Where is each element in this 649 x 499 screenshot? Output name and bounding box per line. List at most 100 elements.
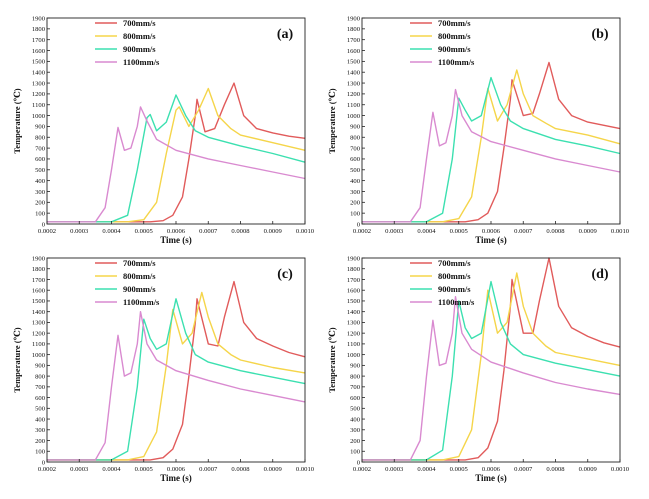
panel-b-y-tick-label: 1500	[347, 59, 361, 66]
panel-b-x-tick-label: 0.0006	[482, 228, 501, 235]
panel-b-panel-label: (b)	[591, 27, 608, 42]
panel-c-y-tick-label: 1500	[32, 298, 46, 305]
panel-a-x-tick-label: 0.0006	[167, 228, 186, 235]
panel-a-y-tick-label: 0	[42, 221, 46, 228]
panel-c-x-tick-label: 0.0007	[199, 466, 218, 473]
panel-c-y-tick-label: 1300	[32, 320, 46, 327]
panel-a-x-tick-label: 0.0009	[264, 228, 283, 235]
panel-d-y-tick-label: 800	[350, 373, 361, 380]
panel-b-y-tick-label: 1100	[347, 102, 361, 109]
panel-c-series-line	[47, 298, 306, 461]
panel-b-legend-label: 800mm/s	[438, 31, 471, 41]
panel-d-legend-label: 900mm/s	[438, 284, 471, 294]
panel-b-legend-label: 1100mm/s	[438, 57, 475, 67]
panel-c-y-tick-label: 500	[35, 406, 46, 413]
panel-a-series-line	[47, 94, 306, 223]
panel-d-x-tick-label: 0.0006	[482, 466, 501, 473]
panel-c-legend-label: 700mm/s	[123, 258, 156, 268]
panel-c-y-tick-label: 1700	[32, 277, 46, 284]
panel-c-chart: 0 100 200 300 400 500 600 700 800 900 1000 1100 1200…	[12, 255, 315, 483]
panel-b-y-tick-label: 1300	[347, 80, 361, 87]
panel-d-x-tick-label: 0.0002	[353, 466, 371, 473]
panel-b-y-tick-label: 1400	[347, 70, 361, 77]
panel-c-legend-label: 800mm/s	[123, 271, 156, 281]
panel-b-y-tick-label: 900	[350, 124, 361, 131]
panel-d-y-tick-label: 1300	[347, 320, 361, 327]
panel-b-legend-label: 700mm/s	[438, 18, 471, 28]
panel-a-y-tick-label: 200	[35, 200, 46, 207]
panel-c-y-tick-label: 1600	[32, 288, 46, 295]
panel-b-x-tick-label: 0.0004	[417, 228, 436, 235]
panel-a-x-tick-label: 0.0004	[102, 228, 121, 235]
panel-a-y-tick-label: 500	[35, 167, 46, 174]
panel-d-series-line	[362, 272, 621, 461]
panel-a-panel-label: (a)	[277, 27, 294, 42]
panel-a-y-tick-label: 1500	[32, 59, 46, 66]
panel-b-x-tick-label: 0.0002	[353, 228, 371, 235]
panel-a-y-tick-label: 700	[35, 145, 46, 152]
panel-d-y-tick-label: 1200	[347, 330, 361, 337]
panel-c-x-axis-title: Time (s)	[160, 473, 192, 483]
panel-c-series-line	[47, 280, 306, 461]
panel-c-x-tick-label: 0.0002	[38, 466, 56, 473]
panel-d-y-tick-label: 1100	[347, 341, 361, 348]
panel-c-x-tick-label: 0.0005	[135, 466, 154, 473]
panel-c-y-tick-label: 1400	[32, 309, 46, 316]
panel-b-x-tick-label: 0.0008	[546, 228, 565, 235]
panel-c-y-tick-label: 900	[35, 363, 46, 370]
panel-a-plot-frame	[46, 17, 306, 225]
panel-c-y-tick-label: 0	[42, 459, 46, 466]
panel-a-y-tick-label: 1900	[32, 15, 46, 22]
panel-d-y-tick-label: 1000	[347, 352, 361, 359]
panel-a-y-tick-label: 1200	[32, 91, 46, 98]
panel-b-y-tick-label: 200	[350, 200, 361, 207]
panel-a-x-tick-label: 0.0010	[296, 228, 315, 235]
panel-a-chart: 0 100 200 300 400 500 600 700 800 900 1000 1100 1200…	[12, 15, 315, 245]
panel-c-y-tick-label: 800	[35, 373, 46, 380]
panel-a-y-tick-label: 1300	[32, 80, 46, 87]
panel-a-legend-label: 700mm/s	[123, 18, 156, 28]
panel-d-x-tick-label: 0.0007	[514, 466, 533, 473]
panel-b-series-line	[362, 88, 621, 223]
panel-d-x-tick-label: 0.0010	[611, 466, 630, 473]
panel-a-legend-label: 1100mm/s	[123, 57, 160, 67]
panel-c-y-tick-label: 1100	[32, 341, 46, 348]
panel-a-y-tick-label: 1000	[32, 113, 46, 120]
panel-a-legend-label: 800mm/s	[123, 31, 156, 41]
panel-a-y-tick-label: 1800	[32, 26, 46, 33]
panel-d-chart: 0 100 200 300 400 500 600 700 800 900 1000 1100 1200…	[327, 255, 630, 483]
panel-a-x-tick-label: 0.0008	[231, 228, 250, 235]
panel-b-plot-frame	[361, 17, 621, 225]
panel-c-y-tick-label: 1900	[32, 255, 46, 262]
panel-b-y-tick-label: 0	[357, 221, 361, 228]
panel-a-y-tick-label: 100	[35, 210, 46, 217]
panel-a-x-tick-label: 0.0007	[199, 228, 218, 235]
panel-d-y-tick-label: 300	[350, 427, 361, 434]
panel-b-y-tick-label: 1200	[347, 91, 361, 98]
panel-b-y-tick-label: 1600	[347, 48, 361, 55]
panel-d-series-line	[362, 296, 621, 461]
panel-a-y-tick-label: 1700	[32, 37, 46, 44]
panel-c-x-tick-label: 0.0009	[264, 466, 283, 473]
panel-d-y-tick-label: 0	[357, 459, 361, 466]
panel-d-plot-frame	[361, 257, 621, 463]
panel-c-legend-label: 900mm/s	[123, 284, 156, 294]
panel-c-legend-label: 1100mm/s	[123, 297, 160, 307]
panel-c-y-tick-label: 700	[35, 384, 46, 391]
panel-a-y-tick-label: 300	[35, 189, 46, 196]
panel-d-y-tick-label: 700	[350, 384, 361, 391]
panel-c-series-line	[47, 291, 306, 461]
panel-c-x-tick-label: 0.0006	[167, 466, 186, 473]
panel-b-y-tick-label: 500	[350, 167, 361, 174]
panel-b-x-axis-title: Time (s)	[475, 235, 507, 245]
panel-c-x-tick-label: 0.0010	[296, 466, 315, 473]
panel-a-y-tick-label: 1100	[32, 102, 46, 109]
panel-d-y-tick-label: 1400	[347, 309, 361, 316]
panel-b-x-tick-label: 0.0009	[579, 228, 598, 235]
panel-d-x-tick-label: 0.0004	[417, 466, 436, 473]
panel-b-y-axis-title: Temperature (℃)	[327, 88, 337, 153]
panel-c-y-tick-label: 1000	[32, 352, 46, 359]
panel-a-x-tick-label: 0.0005	[135, 228, 154, 235]
panel-b-series-line	[362, 61, 621, 223]
